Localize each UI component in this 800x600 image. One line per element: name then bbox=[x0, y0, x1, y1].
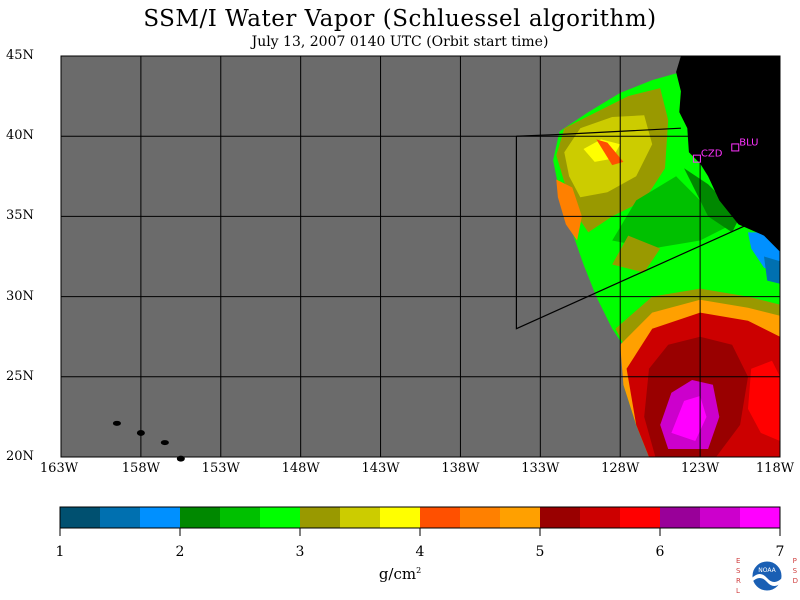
map-frame bbox=[60, 55, 781, 458]
lon-label: 148W bbox=[281, 461, 320, 476]
colorbar-tick-label: 5 bbox=[535, 544, 545, 560]
colorbar-swatch bbox=[300, 507, 341, 528]
colorbar-tick-label: 2 bbox=[175, 544, 185, 560]
colorbar-units: g/cm2 bbox=[378, 565, 422, 583]
lat-label: 25N bbox=[6, 368, 34, 384]
region-olive-mid bbox=[612, 235, 661, 273]
colorbar-tick-label: 7 bbox=[775, 544, 785, 560]
map-subtitle: July 13, 2007 0140 UTC (Orbit start time… bbox=[251, 34, 549, 50]
lat-label: 35N bbox=[6, 208, 34, 224]
land-us-west-coast bbox=[676, 56, 780, 252]
region-magenta bbox=[671, 396, 707, 441]
lon-label: 123W bbox=[681, 461, 720, 476]
map-title: SSM/I Water Vapor (Schluessel algorithm) bbox=[143, 6, 657, 32]
region-orange-west bbox=[556, 179, 582, 241]
colorbar-tick-label: 3 bbox=[295, 544, 305, 560]
colorbar-swatch bbox=[380, 507, 421, 528]
hawaii-island-0 bbox=[112, 420, 121, 426]
colorbar-swatch bbox=[340, 507, 381, 528]
station-label: CZD bbox=[701, 149, 723, 160]
lon-label: 163W bbox=[39, 461, 79, 476]
colorbar-swatch bbox=[180, 507, 221, 528]
colorbar-swatch bbox=[140, 507, 181, 528]
region-green-mid bbox=[612, 176, 733, 249]
colorbar-swatch bbox=[260, 507, 301, 528]
map-plot-area: CZD BLU bbox=[60, 55, 781, 462]
colorbar bbox=[59, 506, 781, 536]
svg-text:NOAA: NOAA bbox=[758, 567, 776, 574]
domain-outline bbox=[515, 136, 749, 330]
station-marker bbox=[692, 154, 701, 163]
lat-label: 45N bbox=[6, 48, 34, 63]
station-label: BLU bbox=[739, 137, 758, 148]
lat-label: 40N bbox=[6, 128, 34, 144]
colorbar-swatch bbox=[420, 507, 461, 528]
lon-label: 138W bbox=[441, 461, 480, 476]
colorbar-swatch bbox=[460, 507, 501, 528]
colorbar-tick-label: 4 bbox=[415, 544, 425, 560]
colorbar-swatch bbox=[740, 507, 781, 528]
hawaii-island-2 bbox=[160, 440, 169, 446]
colorbar-tick-label: 1 bbox=[55, 544, 65, 560]
colorbar-swatch bbox=[660, 507, 701, 528]
lon-label: 153W bbox=[201, 461, 240, 476]
colorbar-swatch bbox=[620, 507, 661, 528]
colorbar-swatch bbox=[700, 507, 741, 528]
lon-label: 158W bbox=[121, 461, 160, 476]
lon-label: 133W bbox=[521, 461, 560, 476]
region-orange-streak bbox=[596, 139, 624, 166]
colorbar-swatch bbox=[540, 507, 581, 528]
lon-label: 143W bbox=[361, 461, 400, 476]
lon-label: 118W bbox=[755, 461, 795, 476]
colorbar-swatch bbox=[100, 507, 141, 528]
domain-outline-top bbox=[516, 127, 681, 137]
colorbar-swatch bbox=[60, 507, 101, 528]
colorbar-tick-label: 6 bbox=[655, 544, 665, 560]
lat-label: 30N bbox=[6, 288, 34, 304]
lon-label: 128W bbox=[601, 461, 640, 476]
colorbar-swatch bbox=[580, 507, 621, 528]
lat-label: 20N bbox=[6, 449, 34, 464]
region-bright-red bbox=[748, 360, 780, 441]
region-blue-dark bbox=[764, 256, 780, 284]
colorbar-swatch bbox=[220, 507, 261, 528]
station-marker bbox=[731, 143, 740, 152]
colorbar-swatch bbox=[500, 507, 541, 528]
